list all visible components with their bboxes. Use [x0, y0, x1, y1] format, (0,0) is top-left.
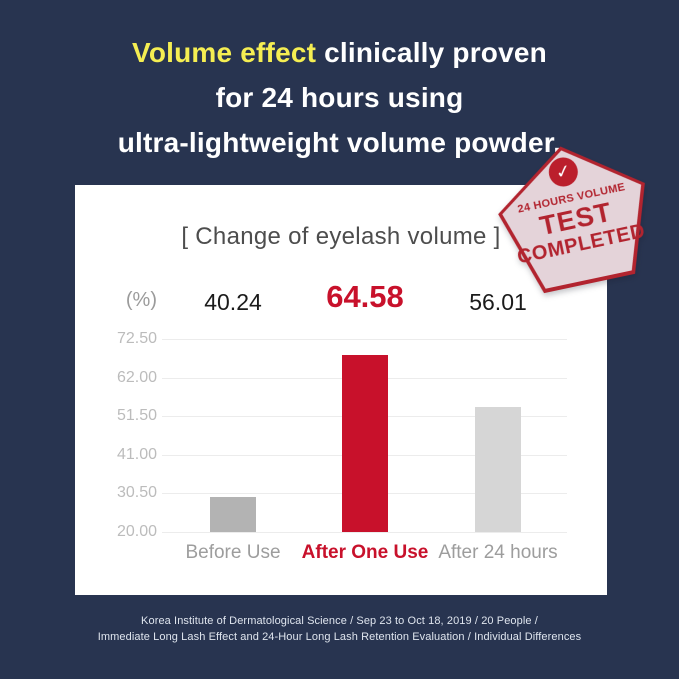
bar-1	[210, 497, 256, 532]
check-glyph: ✓	[553, 160, 573, 183]
bar-chart: 72.50 62.00 51.50 41.00 30.50 20.00 40.24 Befor…	[75, 185, 607, 595]
page-title: Volume effect clinically proven for 24 h…	[0, 30, 679, 165]
y-axis-tick: 30.50	[116, 484, 157, 501]
bar-value-1: 40.24	[204, 289, 262, 315]
bar-value-3: 56.01	[469, 289, 527, 315]
footnote: Korea Institute of Dermatological Scienc…	[0, 613, 679, 645]
y-axis-tick: 72.50	[116, 330, 157, 347]
y-axis-tick: 20.00	[116, 523, 157, 540]
title-line-2: for 24 hours using	[215, 82, 464, 113]
y-axis-tick: 41.00	[116, 446, 157, 463]
y-axis-tick: 51.50	[116, 407, 157, 424]
footnote-line-1: Korea Institute of Dermatological Scienc…	[141, 615, 538, 627]
title-line-1-rest: clinically proven	[316, 37, 547, 68]
unit-label: (%)	[125, 289, 157, 311]
title-line-1: Volume effect clinically proven	[0, 30, 679, 75]
y-axis-tick: 62.00	[116, 369, 157, 386]
title-line-3: ultra-lightweight volume powder.	[117, 127, 562, 158]
x-axis-label-3: After 24 hours	[438, 542, 558, 563]
x-axis-label-2: After One Use	[301, 542, 429, 563]
bar-2	[342, 355, 388, 532]
test-completed-stamp: ✓ 24 HOURS VOLUME TEST COMPLETED	[487, 131, 663, 299]
x-axis-label-1: Before Use	[185, 542, 281, 563]
chart-card: [ Change of eyelash volume ] (%) 72.50 62…	[75, 185, 607, 595]
gridline	[162, 532, 567, 533]
chart-title: [ Change of eyelash volume ]	[181, 223, 501, 250]
bar-value-2: 64.58	[326, 279, 404, 314]
title-highlight: Volume effect	[132, 37, 317, 68]
gridline	[162, 339, 567, 340]
bar-3	[475, 407, 521, 532]
footnote-line-2: Immediate Long Lash Effect and 24-Hour L…	[97, 631, 582, 643]
